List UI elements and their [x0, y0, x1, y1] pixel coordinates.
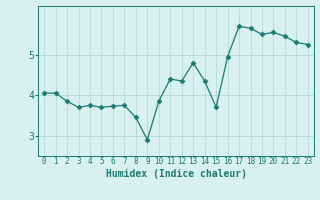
X-axis label: Humidex (Indice chaleur): Humidex (Indice chaleur) [106, 169, 246, 179]
